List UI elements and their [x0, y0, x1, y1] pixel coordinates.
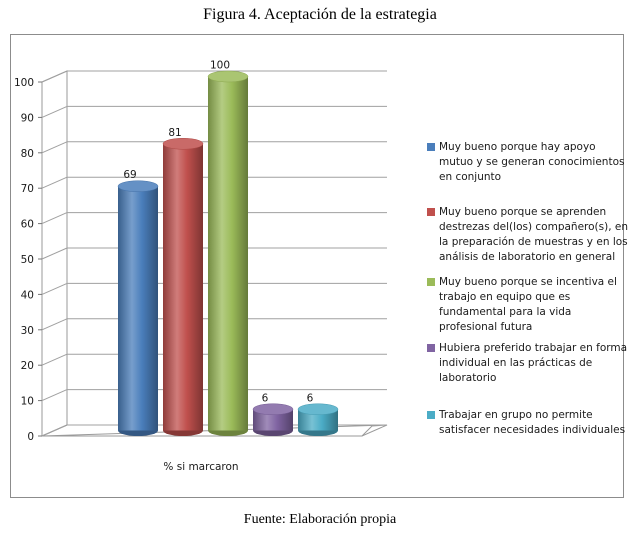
bar-body	[298, 409, 338, 431]
bar-top	[162, 138, 204, 150]
bar-cylinder: 6	[252, 392, 294, 436]
figure-title: Figura 4. Aceptación de la estrategia	[203, 6, 437, 23]
gridline-depth	[41, 389, 68, 402]
y-tick-label: 80	[21, 148, 34, 160]
y-tick-label: 0	[27, 431, 34, 443]
bar-cylinder: 81	[162, 127, 204, 436]
gridline-depth	[41, 176, 68, 189]
legend-swatch	[427, 278, 435, 286]
data-label: 100	[210, 60, 230, 72]
legend-label: Hubiera preferido trabajar en forma indi…	[439, 342, 628, 384]
bar-body	[253, 409, 293, 431]
bars-group: 69 81 100 6 6	[117, 60, 339, 436]
legend-label: Muy bueno porque se aprenden destrezas d…	[439, 206, 628, 263]
data-label: 6	[262, 392, 269, 404]
y-tick-label: 10	[21, 396, 34, 408]
bar-top	[117, 180, 159, 192]
bar-top	[207, 70, 249, 83]
x-axis: % si marcaron	[163, 461, 238, 473]
y-tick-label: 70	[21, 183, 34, 195]
data-label: 69	[123, 169, 136, 181]
gridline-depth	[41, 141, 68, 154]
gridline-depth	[41, 282, 68, 295]
legend-swatch	[427, 208, 435, 216]
bar-top	[252, 403, 294, 416]
bar-body	[163, 143, 203, 431]
legend-item: Hubiera preferido trabajar en forma indi…	[427, 341, 632, 386]
chart-plot: 0 10 20 30 40 50 60 70 80 90 100 69 81 100 6 6 % si ma…	[14, 60, 388, 473]
legend-swatch	[427, 344, 435, 352]
bar-body	[208, 76, 248, 431]
gridline-depth	[41, 424, 68, 437]
y-tick-label: 20	[21, 360, 34, 372]
legend-item: Trabajar en grupo no permite satisfacer …	[427, 408, 632, 438]
data-label: 81	[168, 127, 181, 139]
y-tick-label: 40	[21, 289, 34, 301]
legend-swatch	[427, 411, 435, 419]
bar-cylinder: 100	[207, 60, 249, 436]
gridline-depth	[41, 353, 68, 366]
y-tick-label: 50	[21, 254, 34, 266]
legend-label: Muy bueno porque se incentiva el trabajo…	[439, 276, 617, 333]
chart-frame: 0 10 20 30 40 50 60 70 80 90 100 69 81 100 6 6 % si ma…	[10, 34, 628, 498]
bar-cylinder: 69	[117, 169, 159, 436]
legend-swatch	[427, 143, 435, 151]
x-category-label: % si marcaron	[163, 461, 238, 473]
bar-cylinder: 6	[297, 392, 339, 436]
source-note: Fuente: Elaboración propia	[243, 512, 397, 527]
gridline-depth	[41, 247, 68, 260]
y-tick-label: 30	[21, 325, 34, 337]
data-label: 6	[307, 392, 314, 404]
legend-item: Muy bueno porque hay apoyo mutuo y se ge…	[427, 140, 632, 185]
bar-top	[297, 403, 339, 416]
gridline-depth	[41, 105, 68, 118]
legend-item: Muy bueno porque se aprenden destrezas d…	[427, 205, 632, 265]
legend-label: Muy bueno porque hay apoyo mutuo y se ge…	[439, 141, 625, 183]
gridline-depth	[41, 70, 68, 83]
y-tick-label: 60	[21, 219, 34, 231]
legend-label: Trabajar en grupo no permite satisfacer …	[439, 409, 626, 436]
legend-item: Muy bueno porque se incentiva el trabajo…	[427, 275, 632, 335]
y-tick-label: 100	[14, 77, 34, 89]
y-tick-label: 90	[21, 112, 34, 124]
gridline-depth	[41, 318, 68, 331]
bar-body	[118, 186, 158, 431]
gridline-depth	[41, 212, 68, 225]
